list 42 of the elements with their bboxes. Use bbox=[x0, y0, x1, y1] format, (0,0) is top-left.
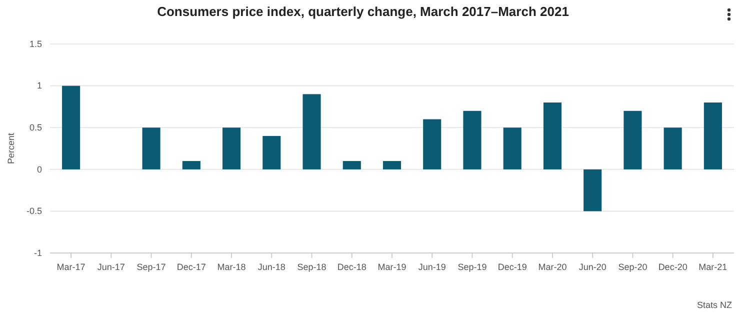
bar bbox=[262, 136, 281, 170]
chart-title: Consumers price index, quarterly change, March 2017–March 2021 bbox=[157, 4, 569, 19]
y-tick-label: -1 bbox=[34, 248, 42, 258]
bar bbox=[584, 169, 602, 212]
bar bbox=[463, 110, 482, 170]
bar bbox=[624, 110, 642, 170]
x-tick-label: Sep-18 bbox=[297, 262, 326, 272]
bar bbox=[503, 128, 522, 170]
bar bbox=[182, 161, 200, 170]
x-tick-label: Jun-20 bbox=[578, 262, 606, 272]
y-tick-label: 0 bbox=[36, 164, 42, 174]
bar bbox=[543, 102, 562, 170]
x-tick-label: Dec-18 bbox=[337, 262, 366, 272]
bar bbox=[382, 161, 402, 170]
x-tick-label: Dec-17 bbox=[176, 262, 206, 272]
bar bbox=[302, 94, 321, 170]
x-tick-label: Sep-19 bbox=[458, 262, 487, 272]
bar bbox=[62, 86, 80, 170]
x-tick-label: Sep-17 bbox=[136, 262, 166, 272]
bar bbox=[423, 119, 442, 170]
x-tick-label: Jun-17 bbox=[97, 262, 125, 272]
bar bbox=[342, 161, 361, 170]
x-tick-label: Sep-20 bbox=[618, 262, 648, 272]
bar bbox=[142, 128, 160, 170]
x-tick-label: Mar-20 bbox=[538, 262, 567, 272]
x-tick-label: Mar-21 bbox=[698, 262, 728, 272]
x-tick-label: Mar-17 bbox=[56, 262, 86, 272]
y-tick-label: 1 bbox=[36, 80, 42, 91]
x-tick-label: Jun-18 bbox=[258, 262, 286, 272]
y-tick-label: 0.5 bbox=[29, 122, 42, 132]
text: Stats NZ bbox=[696, 300, 732, 310]
bar bbox=[664, 128, 682, 170]
x-tick-label: Mar-18 bbox=[217, 262, 246, 272]
y-axis-title: Percent bbox=[6, 132, 16, 164]
x-tick-label: Dec-20 bbox=[658, 262, 688, 272]
x-tick-label: Dec-19 bbox=[498, 262, 527, 272]
y-tick-label: 1.5 bbox=[29, 38, 42, 49]
x-tick-label: Jun-19 bbox=[418, 262, 446, 272]
y-tick-label: -0.5 bbox=[26, 206, 42, 216]
bar bbox=[222, 128, 241, 170]
x-tick-label: Mar-19 bbox=[378, 262, 406, 272]
bar bbox=[704, 102, 722, 170]
